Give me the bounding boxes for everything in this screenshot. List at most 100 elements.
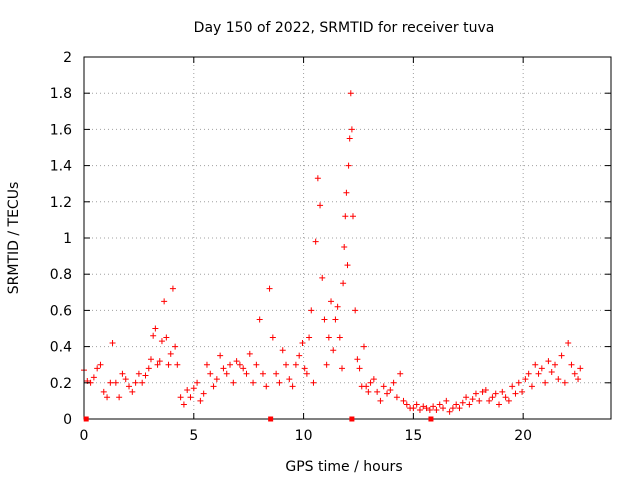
data-point [571,370,578,377]
data-point [505,397,512,404]
data-point [90,374,97,381]
data-point [104,394,111,401]
data-point [492,390,499,397]
x-tick-label: 10 [295,428,313,444]
data-point [469,396,476,403]
data-point [390,379,397,386]
data-point [542,379,549,386]
data-point [200,390,207,397]
data-point [203,361,210,368]
data-point [246,350,253,357]
data-point [269,334,276,341]
data-point [489,394,496,401]
data-point [276,379,283,386]
data-point [522,376,529,383]
data-point [339,365,346,372]
data-point [370,376,377,383]
data-point [420,403,427,410]
data-point [466,401,473,408]
data-point [577,365,584,372]
data-point [233,358,240,365]
data-point [303,370,310,377]
data-point [286,376,293,383]
data-point [400,397,407,404]
data-point [340,280,347,287]
data-point [352,307,359,314]
data-point [555,376,562,383]
data-point [459,399,466,406]
data-point [292,361,299,368]
data-point [139,379,146,386]
data-point [165,361,172,368]
data-point [348,126,355,133]
data-point [169,285,176,292]
data-point [345,162,352,169]
data-point [177,394,184,401]
data-point [496,401,503,408]
data-point [344,262,351,269]
data-point [502,394,509,401]
data-point [314,175,321,182]
data-point [306,334,313,341]
data-point [180,401,187,408]
data-point [360,343,367,350]
data-point [150,332,157,339]
data-point [97,361,104,368]
data-point [341,244,348,251]
data-point [116,394,123,401]
data-point [194,379,201,386]
data-point [367,379,374,386]
data-point [440,405,447,412]
data-point [342,213,349,220]
data-point [446,408,453,415]
data-point [217,352,224,359]
data-point [545,358,552,365]
data-point [323,361,330,368]
data-point [365,388,372,395]
data-point [387,387,394,394]
data-point [548,368,555,375]
data-point [299,339,306,346]
data-point [210,383,217,390]
data-point [410,405,417,412]
data-point [172,343,179,350]
data-point [227,361,234,368]
data-point [158,338,165,345]
data-point [310,379,317,386]
x-axis-marker [349,416,355,422]
data-point [142,372,149,379]
data-point [135,370,142,377]
data-point [433,406,440,413]
data-point [476,397,483,404]
data-point [312,238,319,245]
data-point [426,406,433,413]
data-point [472,390,479,397]
data-point [213,376,220,383]
ticks: 00.20.40.60.811.21.41.61.820 5 10 15 20 [50,50,611,444]
data-point [561,379,568,386]
x-axis-title: GPS time / hours [285,459,402,475]
data-point [397,370,404,377]
data-point [552,361,559,368]
data-point [356,365,363,372]
data-point [449,405,456,412]
data-point [486,397,493,404]
data-point [479,388,486,395]
data-point [525,370,532,377]
data-point [330,347,337,354]
y-tick-label: 0.6 [50,303,72,319]
data-point [377,397,384,404]
data-point [328,298,335,305]
y-tick-label: 1 [63,231,72,247]
y-tick-label: 1.6 [50,122,72,138]
y-tick-label: 1.4 [50,159,72,175]
data-point [325,334,332,341]
data-point [184,387,191,394]
x-tick-label: 15 [404,428,422,444]
data-point [296,352,303,359]
data-point [336,334,343,341]
data-point [403,401,410,408]
data-point [393,394,400,401]
data-point [515,379,522,386]
